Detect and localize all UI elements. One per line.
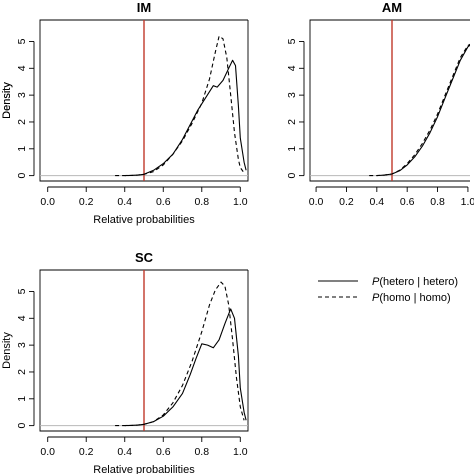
x-tick-label: 0.6: [156, 196, 171, 208]
panel-sc: 0.0 0.2 0.4 0.6 0.8 1.0 0 1 2 3 4 5 SC Density Relativ…: [1, 250, 249, 474]
y-axis-title: Density: [1, 332, 13, 369]
y-tick-label: 3: [16, 92, 28, 98]
y-tick-label: 5: [286, 38, 298, 44]
x-axis-title: Relative probabilities: [93, 464, 195, 474]
panel-title: AM: [382, 0, 402, 15]
y-tick-label: 3: [286, 92, 298, 98]
y-tick-label: 3: [16, 342, 28, 348]
x-tick-label: 0.2: [79, 196, 94, 208]
legend: P(hetero | hetero) P(homo | homo): [318, 276, 458, 304]
y-tick-label: 2: [16, 119, 28, 125]
x-tick-label: 1.0: [233, 196, 248, 208]
x-tick-label: 0.2: [79, 446, 94, 458]
series-line-hetero: [124, 59, 247, 177]
y-tick-label: 5: [16, 288, 28, 294]
x-tick-label: 0.0: [40, 446, 55, 458]
series-line-homo: [115, 35, 245, 177]
x-tick-label: 0.4: [370, 196, 385, 208]
legend-entry-1: P(hetero | hetero): [372, 276, 458, 288]
plot-frame: [39, 269, 249, 432]
x-tick-label: 0.8: [194, 446, 209, 458]
legend-entry-2: P(homo | homo): [372, 292, 451, 304]
x-axis-title: Relative probabilities: [93, 214, 195, 226]
y-axis-title: Density: [1, 82, 13, 119]
y-axis-title: Density: [1, 82, 13, 119]
panel-title: SC: [135, 250, 154, 265]
y-tick-label: 2: [286, 119, 298, 125]
x-tick-label: 0.8: [430, 196, 445, 208]
y-tick-label: 0: [286, 173, 298, 179]
x-tick-label: 0.0: [309, 196, 324, 208]
plot-frame: [39, 19, 249, 182]
y-tick-label: 0: [16, 423, 28, 429]
series-line-homo: [369, 43, 470, 177]
y-tick-label: 5: [16, 38, 28, 44]
series-line-homo: [115, 281, 245, 427]
x-tick-label: 0.0: [40, 196, 55, 208]
y-tick-label: 1: [286, 146, 298, 152]
y-tick-label: 2: [16, 369, 28, 375]
x-tick-label: 1.0: [461, 196, 474, 208]
panel-am: 0.0 0.2 0.4 0.6 0.8 1.0 0 1 2 3 4 5 AM Density: [1, 0, 474, 208]
x-tick-label: 0.4: [117, 446, 132, 458]
panel-title: IM: [137, 0, 151, 15]
x-tick-label: 0.6: [400, 196, 415, 208]
y-tick-label: 4: [16, 315, 28, 321]
plot-frame: [309, 19, 470, 182]
x-tick-label: 0.6: [156, 446, 171, 458]
x-tick-label: 0.2: [339, 196, 354, 208]
y-tick-label: 0: [16, 173, 28, 179]
y-tick-label: 1: [16, 146, 28, 152]
series-line-hetero: [124, 308, 247, 427]
x-tick-label: 0.8: [194, 196, 209, 208]
y-tick-label: 4: [286, 65, 298, 71]
x-tick-label: 0.4: [117, 196, 132, 208]
y-tick-label: 4: [16, 65, 28, 71]
x-tick-label: 1.0: [233, 446, 248, 458]
y-tick-label: 1: [16, 396, 28, 402]
panel-im: 0.0 0.2 0.4 0.6 0.8 1.0 0 1 2 3 4 5 IM Density Relativ…: [1, 0, 249, 226]
